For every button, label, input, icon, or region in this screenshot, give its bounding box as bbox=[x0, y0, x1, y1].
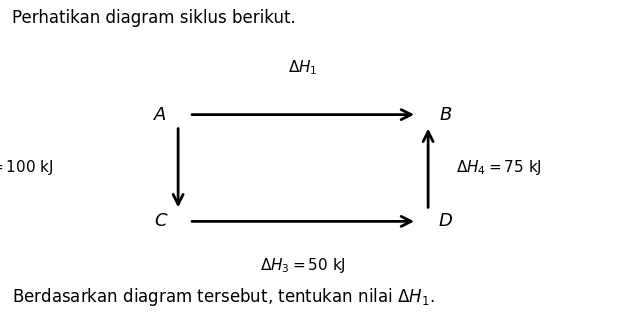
Text: Berdasarkan diagram tersebut, tentukan nilai $\Delta H_1$.: Berdasarkan diagram tersebut, tentukan n… bbox=[12, 286, 435, 308]
Text: B: B bbox=[439, 106, 452, 124]
Text: C: C bbox=[154, 212, 167, 230]
Text: $\Delta H_4 = 75$ kJ: $\Delta H_4 = 75$ kJ bbox=[456, 159, 542, 177]
Text: $\Delta H_2 = 100$ kJ: $\Delta H_2 = 100$ kJ bbox=[0, 159, 53, 177]
Text: A: A bbox=[154, 106, 167, 124]
Text: D: D bbox=[439, 212, 452, 230]
Text: $\Delta H_1$: $\Delta H_1$ bbox=[288, 58, 318, 77]
Text: $\Delta H_3 = 50$ kJ: $\Delta H_3 = 50$ kJ bbox=[260, 256, 346, 275]
Text: Perhatikan diagram siklus berikut.: Perhatikan diagram siklus berikut. bbox=[12, 9, 296, 27]
